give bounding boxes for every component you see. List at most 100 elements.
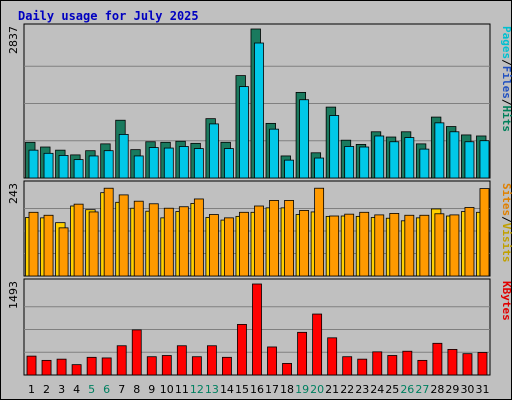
bar-files-day-21: [329, 115, 340, 179]
x-tick-label: 11: [175, 383, 189, 396]
bar-files-day-8: [133, 155, 144, 179]
legend-entry: /: [500, 59, 512, 66]
bar-sites-day-17: [269, 200, 279, 277]
bar-sites-day-5: [88, 211, 99, 277]
x-tick-label: 7: [118, 383, 125, 396]
x-tick-label: 6: [103, 383, 110, 396]
bar-kbytes-day-8: [131, 329, 142, 376]
bar-files-day-18: [284, 159, 294, 179]
x-tick-label: 29: [445, 383, 459, 396]
legend-entry: Sites: [500, 183, 512, 216]
legend-entry: KBytes: [500, 281, 512, 321]
bar-kbytes-day-28: [432, 342, 443, 376]
bar-sites-day-12: [193, 198, 204, 277]
ymax-label: 2837: [7, 26, 20, 54]
legend-top: Pages/Files/Hits: [500, 26, 512, 132]
x-tick-label: 18: [280, 383, 294, 396]
legend-bottom: KBytes: [500, 281, 512, 321]
bar-sites-day-9: [148, 203, 159, 277]
x-tick-label: 17: [265, 383, 279, 396]
bar-kbytes-day-19: [297, 331, 308, 376]
x-tick-label: 1: [28, 383, 35, 396]
bar-files-day-17: [269, 128, 279, 179]
bar-files-day-13: [208, 123, 219, 179]
x-tick-label: 16: [250, 383, 264, 396]
bar-sites-day-20: [314, 187, 325, 277]
bar-sites-day-15: [239, 211, 249, 277]
bar-files-day-1: [28, 149, 39, 179]
bar-sites-day-10: [163, 207, 174, 277]
bar-sites-day-16: [254, 205, 264, 277]
bar-kbytes-day-12: [191, 356, 202, 376]
x-tick-label: 3: [58, 383, 65, 396]
bar-kbytes-day-20: [312, 313, 323, 376]
x-tick-label: 15: [235, 383, 249, 396]
bar-sites-day-31: [479, 188, 490, 277]
bar-files-day-23: [359, 146, 370, 179]
bar-kbytes-day-10: [161, 355, 172, 376]
bar-sites-day-25: [389, 213, 400, 277]
x-tick-label: 24: [370, 383, 384, 396]
bar-files-day-26: [404, 137, 415, 179]
legend-entry: /: [500, 216, 512, 223]
bar-files-day-10: [163, 147, 174, 179]
bar-files-day-4: [73, 159, 84, 179]
bar-kbytes-day-31: [477, 352, 488, 376]
bar-kbytes-day-29: [447, 348, 458, 376]
bar-files-day-16: [254, 42, 264, 179]
x-tick-label: 12: [190, 383, 204, 396]
x-tick-label: 27: [415, 383, 429, 396]
bar-kbytes-day-18: [282, 363, 292, 376]
x-tick-label: 22: [340, 383, 354, 396]
x-tick-label: 8: [133, 383, 140, 396]
bar-kbytes-day-3: [56, 358, 67, 376]
bar-files-day-3: [58, 155, 69, 179]
bar-sites-day-22: [344, 213, 355, 277]
bar-kbytes-day-9: [146, 356, 157, 376]
x-tick-label: 14: [220, 383, 234, 396]
x-tick-label: 10: [160, 383, 174, 396]
bar-files-day-2: [43, 152, 54, 179]
x-tick-label: 25: [385, 383, 399, 396]
bar-files-day-20: [314, 157, 325, 179]
bar-kbytes-day-5: [86, 356, 97, 376]
legend-entry: Pages: [500, 26, 512, 59]
bar-sites-day-28: [434, 213, 445, 277]
bar-files-day-7: [118, 134, 129, 179]
bar-kbytes-day-17: [267, 346, 277, 376]
legend-entry: Hits: [500, 106, 512, 133]
bar-sites-day-18: [284, 200, 294, 277]
x-tick-label: 5: [88, 383, 95, 396]
bar-sites-day-30: [464, 207, 475, 277]
bar-kbytes-day-26: [402, 350, 413, 376]
bar-kbytes-day-27: [417, 359, 428, 376]
ymax-label: 243: [7, 183, 20, 204]
legend-entry: Files: [500, 66, 512, 99]
bar-files-day-6: [103, 150, 114, 179]
bar-sites-day-6: [103, 187, 114, 277]
bar-kbytes-day-22: [342, 356, 353, 376]
bar-files-day-29: [449, 131, 460, 179]
bar-files-day-22: [344, 146, 355, 179]
bar-kbytes-day-1: [26, 355, 37, 376]
bar-sites-day-7: [118, 194, 129, 277]
bar-files-day-27: [419, 148, 430, 179]
panel-top: 2837 Pages/Files/Hits: [7, 23, 512, 179]
bar-sites-day-4: [73, 203, 84, 277]
x-tick-label: 2: [43, 383, 50, 396]
bar-sites-day-8: [133, 200, 144, 277]
x-tick-label: 31: [475, 383, 489, 396]
legend-middle: Sites/Visits: [500, 183, 512, 263]
bar-files-day-19: [299, 99, 310, 179]
bar-kbytes-day-16: [252, 283, 262, 376]
bar-sites-day-19: [299, 210, 310, 277]
chart-title: Daily usage for July 2025: [18, 9, 199, 23]
bar-sites-day-29: [449, 214, 460, 277]
x-tick-label: 30: [460, 383, 474, 396]
bar-files-day-15: [239, 86, 249, 179]
legend-entry: /: [500, 99, 512, 106]
bar-sites-day-23: [359, 211, 370, 277]
bar-sites-day-14: [224, 217, 234, 277]
bar-files-day-9: [148, 147, 159, 179]
